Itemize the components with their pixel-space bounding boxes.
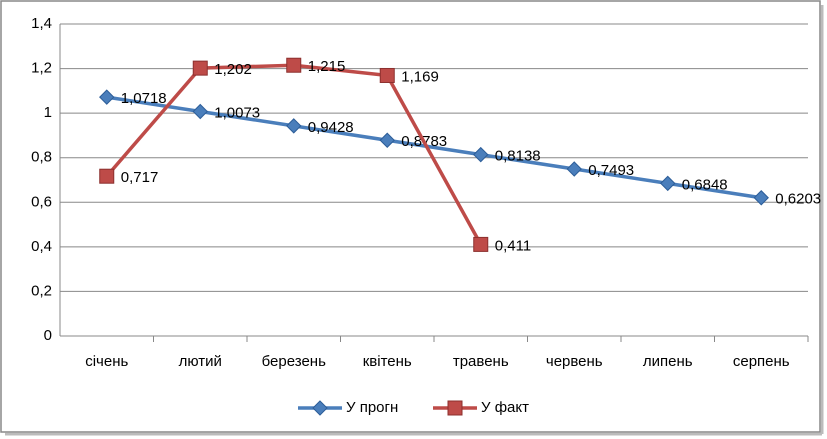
data-label: 0,6848 (682, 176, 728, 193)
marker (447, 400, 463, 416)
marker (379, 67, 395, 83)
y-tick-label: 0 (44, 327, 52, 344)
data-label: 1,169 (401, 68, 439, 85)
data-label: 0,411 (495, 237, 531, 254)
x-tick-label: липень (643, 353, 693, 370)
marker (473, 236, 489, 252)
x-tick-label: березень (262, 353, 326, 370)
y-tick-label: 1,4 (31, 15, 52, 32)
marker (379, 132, 395, 148)
marker (99, 168, 115, 184)
marker (99, 89, 115, 105)
x-tick-label: січень (85, 353, 128, 370)
y-tick-label: 0,6 (31, 193, 52, 210)
marker (312, 400, 328, 416)
x-tick-label: квітень (363, 353, 412, 370)
data-label: 0,8138 (495, 148, 541, 165)
data-label: 1,0718 (121, 90, 167, 107)
y-tick-label: 0,4 (31, 238, 52, 255)
marker (753, 190, 769, 206)
y-tick-label: 1 (44, 104, 52, 121)
chart-frame (0, 0, 821, 433)
marker (192, 60, 208, 76)
y-tick-label: 0,2 (31, 282, 52, 299)
data-label: 1,215 (308, 58, 346, 75)
data-label: 0,6203 (775, 191, 821, 208)
x-tick-label: травень (453, 353, 509, 370)
data-label: 0,717 (121, 169, 159, 186)
marker (192, 103, 208, 120)
marker (660, 175, 676, 192)
marker (286, 118, 302, 134)
y-tick-label: 1,2 (31, 60, 52, 77)
x-tick-label: лютий (179, 353, 222, 370)
x-tick-label: серпень (733, 353, 790, 370)
series-line (106, 95, 762, 200)
marker (473, 146, 489, 163)
marker (286, 57, 302, 73)
data-label: 1,202 (214, 61, 252, 78)
y-tick-label: 0,8 (31, 149, 52, 166)
legend-label: У факт (481, 399, 529, 416)
legend-label: У прогн (346, 399, 398, 416)
data-label: 0,7493 (588, 162, 634, 179)
data-label: 0,9428 (308, 119, 354, 136)
marker (566, 161, 582, 177)
data-label: 1,0073 (214, 104, 260, 121)
x-tick-label: червень (546, 353, 603, 370)
